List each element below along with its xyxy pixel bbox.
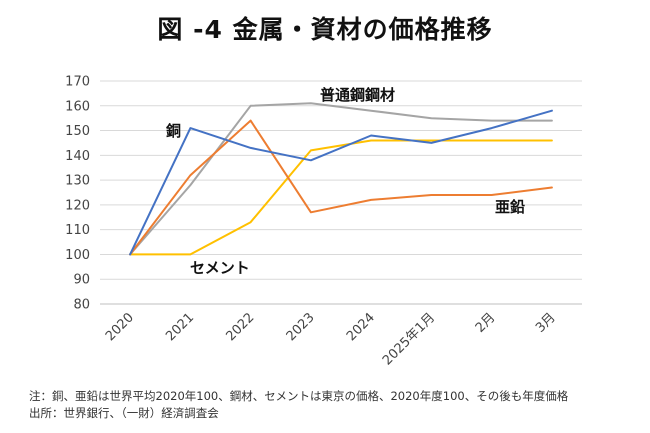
y-tick-label: 170 bbox=[65, 75, 90, 90]
series-label-copper: 銅 bbox=[166, 122, 181, 140]
x-tick-label: 2020 bbox=[103, 310, 137, 344]
y-tick-label: 130 bbox=[65, 174, 90, 189]
x-tick-label: 3月 bbox=[533, 310, 559, 336]
series-label-steel: 普通鋼鋼材 bbox=[320, 86, 395, 104]
x-tick-label: 2月 bbox=[473, 310, 499, 336]
y-tick-label: 90 bbox=[73, 273, 90, 288]
series-line-copper bbox=[129, 109, 553, 256]
chart-title: 図 -4 金属・資材の価格推移 bbox=[157, 15, 493, 44]
y-tick-label: 80 bbox=[73, 298, 90, 313]
series-line-zinc bbox=[129, 119, 553, 256]
x-tick-label: 2023 bbox=[284, 310, 318, 344]
y-tick-label: 140 bbox=[65, 149, 90, 164]
note-line: 注：銅、亜鉛は世界平均2020年100、鋼材、セメントは東京の価格、2020年度… bbox=[29, 389, 569, 403]
y-tick-label: 110 bbox=[65, 223, 90, 238]
series-label-zinc: 亜鉛 bbox=[495, 198, 525, 216]
x-tick-label: 2022 bbox=[223, 310, 257, 344]
series-lines bbox=[129, 102, 553, 256]
y-tick-label: 120 bbox=[65, 198, 90, 213]
y-tick-label: 160 bbox=[65, 99, 90, 114]
x-tick-label: 2025年1月 bbox=[380, 310, 438, 368]
source-line: 出所：世界銀行、（一財）経済調査会 bbox=[29, 406, 219, 420]
y-tick-label: 150 bbox=[65, 124, 90, 139]
x-tick-label: 2024 bbox=[344, 310, 378, 344]
series-line-cement bbox=[129, 139, 553, 256]
series-line-steel bbox=[129, 102, 553, 256]
x-axis-tick-labels: 2020 2021 2022 2023 2024 2025年1月 2月 3月 bbox=[103, 310, 559, 368]
x-tick-label: 2021 bbox=[163, 310, 197, 344]
y-axis-tick-labels: 80 90 100 110 120 130 140 150 160 170 bbox=[65, 75, 90, 313]
y-tick-label: 100 bbox=[65, 248, 90, 263]
chart-notes: 注：銅、亜鉛は世界平均2020年100、鋼材、セメントは東京の価格、2020年度… bbox=[29, 388, 568, 422]
series-label-cement: セメント bbox=[190, 259, 250, 277]
